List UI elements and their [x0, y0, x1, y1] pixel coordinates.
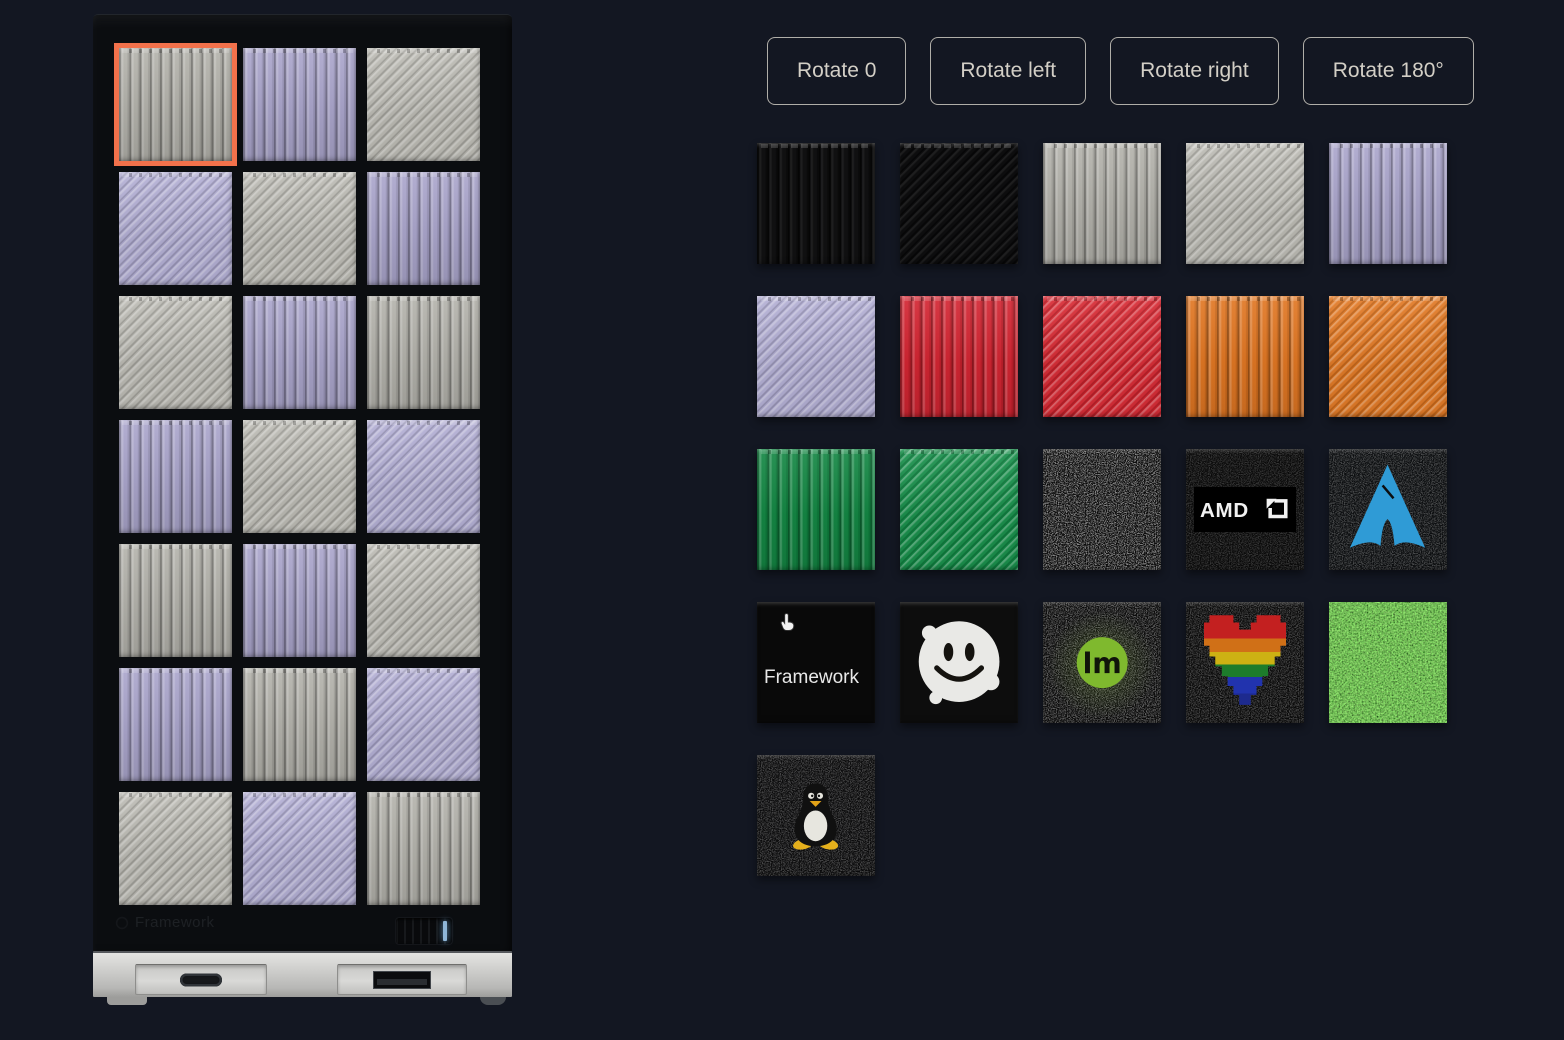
palette-tile-framework-logo[interactable]: Framework	[757, 602, 875, 723]
case-brand-text: Framework	[135, 914, 215, 931]
palette-tile-linux-mint[interactable]: lm	[1043, 602, 1161, 723]
palette-tile-lavender-vertical[interactable]	[1329, 143, 1447, 264]
case-tile-lavender-vertical[interactable]	[119, 668, 232, 781]
hand-cursor-icon	[780, 613, 795, 631]
case-tile-lavender-vertical[interactable]	[243, 544, 356, 657]
palette-tile-arch-logo[interactable]	[1329, 449, 1447, 570]
rainbow-heart-logo	[1203, 615, 1287, 705]
palette-tile-smiley[interactable]	[900, 602, 1018, 723]
power-button[interactable]	[396, 918, 452, 944]
palette-tile-beige-diagonal[interactable]	[1186, 143, 1304, 264]
case-brand-logo: Framework	[115, 914, 215, 931]
palette-tile-orange-diagonal[interactable]	[1329, 296, 1447, 417]
case-tile-beige-diagonal[interactable]	[243, 172, 356, 285]
case-tile-beige-diagonal[interactable]	[119, 296, 232, 409]
case-tile-grid	[114, 43, 480, 905]
linux-mint-logo: lm	[1076, 637, 1128, 688]
usb-c-port-panel	[135, 964, 267, 995]
palette-tile-orange-vertical[interactable]	[1186, 296, 1304, 417]
case-tile-lavender-diagonal[interactable]	[367, 668, 480, 781]
case-tile-lavender-vertical[interactable]	[367, 172, 480, 285]
usb-a-port-panel	[337, 964, 467, 995]
rotate-right-button[interactable]: Rotate right	[1110, 37, 1279, 105]
case-tile-lavender-diagonal[interactable]	[243, 792, 356, 905]
palette-tile-beige-vertical[interactable]	[1043, 143, 1161, 264]
rotate-left-button[interactable]: Rotate left	[930, 37, 1087, 105]
palette-tile-red-vertical[interactable]	[900, 296, 1018, 417]
arch-linux-logo	[1350, 464, 1426, 549]
speckle-texture	[1043, 449, 1161, 570]
usb-a-port	[373, 970, 431, 989]
case-tile-lavender-diagonal[interactable]	[367, 420, 480, 533]
smiley-face-logo	[918, 621, 1000, 704]
case-tile-lavender-vertical[interactable]	[119, 420, 232, 533]
framework-tile-label: Framework	[764, 667, 860, 689]
palette-tile-grass[interactable]	[1329, 602, 1447, 723]
case-base	[93, 951, 512, 997]
amd-wordmark: AMD	[1200, 499, 1249, 522]
case-tile-beige-vertical[interactable]	[367, 296, 480, 409]
case-tile-beige-diagonal[interactable]	[243, 420, 356, 533]
case-tile-beige-diagonal[interactable]	[119, 792, 232, 905]
case-tile-beige-diagonal[interactable]	[367, 48, 480, 161]
amd-logo: AMD	[1194, 486, 1296, 533]
case-tile-lavender-vertical[interactable]	[243, 296, 356, 409]
palette-tile-black-vertical[interactable]	[757, 143, 875, 264]
case-tile-beige-vertical[interactable]	[367, 792, 480, 905]
framework-gear-icon	[115, 916, 129, 929]
rotate-180-button[interactable]: Rotate 180°	[1302, 37, 1474, 105]
power-led-indicator	[443, 921, 447, 941]
case-tile-beige-vertical[interactable]	[243, 668, 356, 781]
palette-tile-amd-logo[interactable]: AMD	[1186, 449, 1304, 570]
palette-tile-green-vertical[interactable]	[757, 449, 875, 570]
computer-case: Framework	[93, 14, 512, 1005]
palette-tile-rainbow-heart[interactable]	[1186, 602, 1304, 723]
palette-tile-red-diagonal[interactable]	[1043, 296, 1161, 417]
tile-palette-grid: AMD Framework lm	[757, 143, 1447, 876]
palette-tile-green-diagonal[interactable]	[900, 449, 1018, 570]
rotate-0-button[interactable]: Rotate 0	[767, 37, 907, 105]
case-foot-right	[480, 997, 506, 1005]
palette-tile-lavender-diagonal[interactable]	[757, 296, 875, 417]
case-tile-lavender-vertical[interactable]	[243, 48, 356, 161]
case-tile-beige-vertical[interactable]	[119, 544, 232, 657]
mint-monogram: lm	[1082, 647, 1121, 680]
rotate-toolbar: Rotate 0 Rotate left Rotate right Rotate…	[767, 37, 1474, 105]
case-front-panel: Framework	[93, 14, 512, 951]
palette-tile-tux[interactable]	[757, 755, 875, 876]
usb-c-port	[180, 973, 222, 986]
case-tile-beige-vertical[interactable]	[114, 43, 237, 166]
case-tile-beige-diagonal[interactable]	[367, 544, 480, 657]
palette-tile-black-diagonal[interactable]	[900, 143, 1018, 264]
palette-tile-black-speckle[interactable]	[1043, 449, 1161, 570]
case-foot-left	[107, 997, 147, 1005]
tux-penguin-logo	[793, 783, 839, 850]
amd-arrow-icon	[1266, 498, 1288, 519]
case-tile-lavender-diagonal[interactable]	[119, 172, 232, 285]
grass-texture	[1329, 602, 1447, 723]
